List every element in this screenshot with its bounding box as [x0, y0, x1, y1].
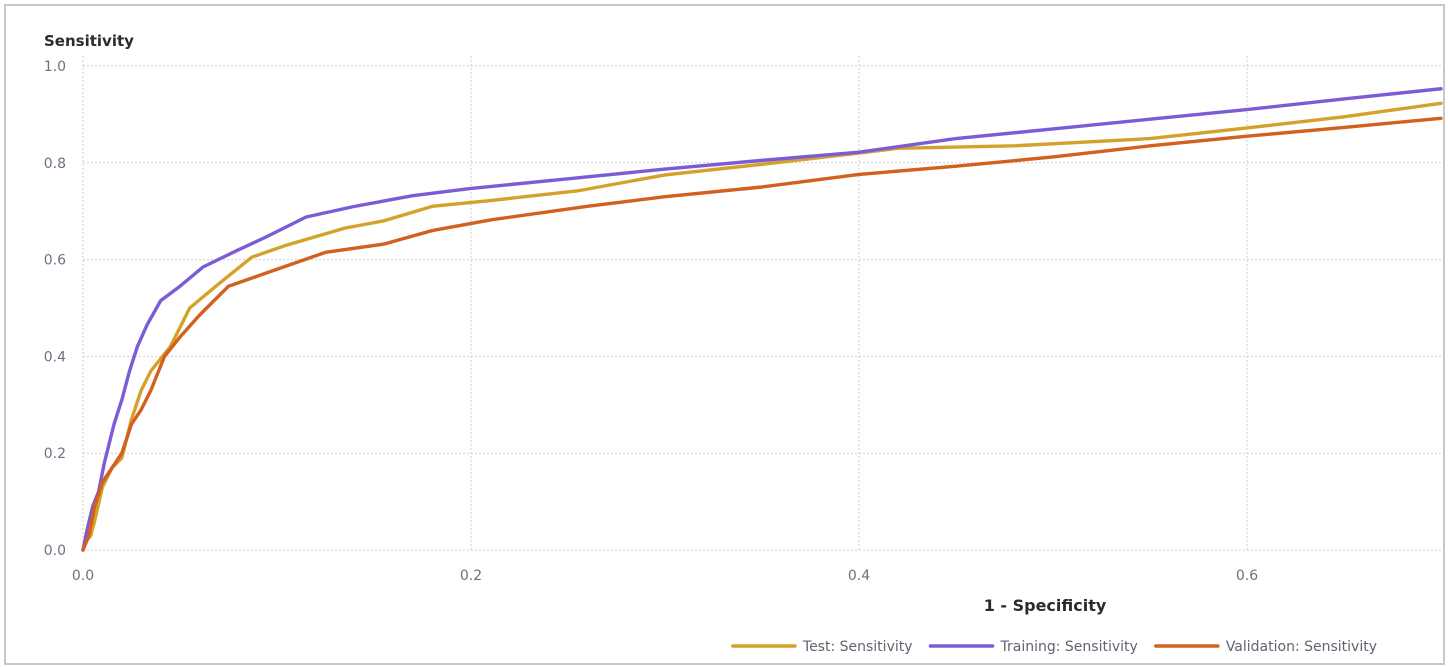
y-tick-label: 0.0: [44, 543, 66, 559]
x-axis-label: 1 - Specificity: [984, 596, 1107, 615]
x-tick-label: 0.2: [460, 568, 482, 584]
x-tick-label: 0.0: [72, 568, 94, 584]
x-axis-ticks: 0.0 0.2 0.4 0.6: [72, 568, 1258, 584]
legend-item-label: Validation: Sensitivity: [1226, 639, 1377, 655]
legend: Test: Sensitivity Training: Sensitivity Va…: [731, 639, 1377, 655]
test-sensitivity-line: [81, 101, 1443, 552]
y-tick-label: 0.6: [44, 253, 66, 269]
y-tick-label: 1.0: [44, 59, 66, 75]
y-tick-label: 0.2: [44, 446, 66, 462]
y-axis-label: Sensitivity: [44, 32, 134, 50]
training-sensitivity-line: [81, 87, 1443, 552]
legend-item-label: Test: Sensitivity: [802, 639, 913, 655]
y-tick-label: 0.8: [44, 156, 66, 172]
y-tick-label: 0.4: [44, 349, 66, 365]
y-axis-ticks: 0.0 0.2 0.4 0.6 0.8 1.0: [44, 59, 66, 559]
x-tick-label: 0.4: [848, 568, 870, 584]
legend-item-label: Training: Sensitivity: [1000, 639, 1138, 655]
series-lines: [81, 87, 1443, 552]
x-tick-label: 0.6: [1236, 568, 1258, 584]
validation-sensitivity-line: [81, 116, 1443, 552]
